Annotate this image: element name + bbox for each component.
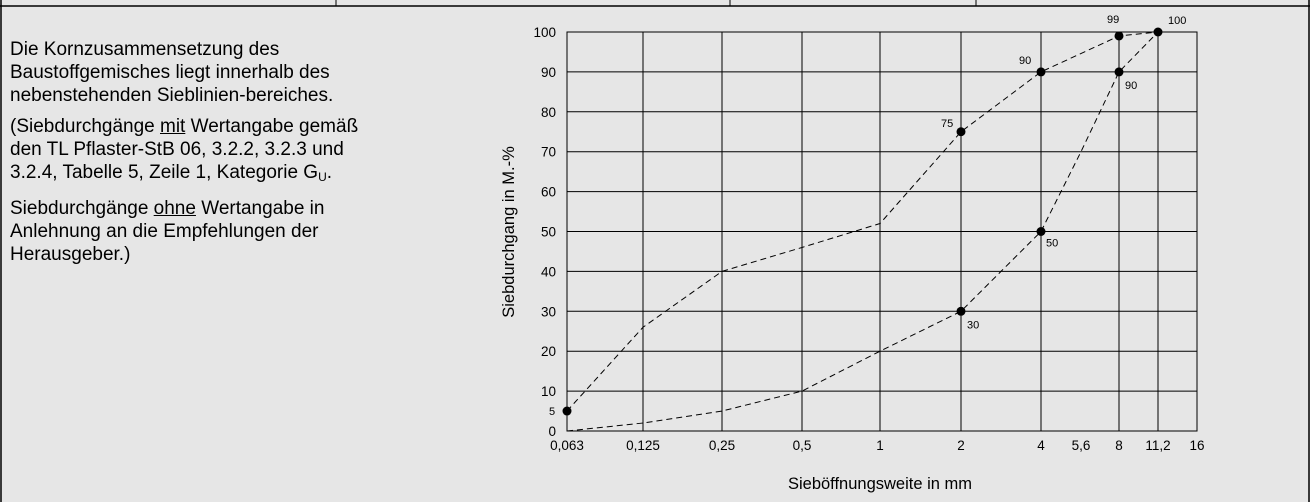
text-span: Wertangabe gemäß den TL Pflaster-StB 06,… [10, 116, 359, 183]
text-span: Wertangabe in Anlehnung an die Empfehlun… [10, 198, 325, 265]
y-tick-label: 50 [541, 225, 556, 240]
description-paragraph-2: (Siebdurchgänge mit Wertangabe gemäß den… [10, 115, 370, 189]
data-point [1114, 31, 1124, 41]
chart-ticks: 0 10 20 30 40 50 60 70 80 90 100 0,063 0,125 0,25 0,5 1… [533, 25, 1204, 453]
data-label: 50 [1046, 238, 1058, 250]
data-point [1114, 67, 1124, 77]
y-tick-label: 90 [541, 65, 556, 80]
text-span: Siebdurchgänge [10, 198, 154, 219]
data-point [1153, 27, 1163, 37]
y-tick-label: 0 [548, 424, 556, 439]
data-point [562, 406, 572, 416]
x-tick-label: 8 [1115, 438, 1123, 453]
data-label: 90 [1019, 55, 1031, 67]
y-tick-label: 70 [541, 145, 556, 160]
x-tick-label: 2 [957, 438, 965, 453]
chart-grid [566, 31, 1198, 432]
text-span: . [326, 162, 333, 183]
data-point [1036, 67, 1046, 77]
x-tick-label: 0,063 [550, 438, 584, 453]
data-label: 5 [549, 406, 555, 418]
description-text: Die Kornzusammensetzung des Baustoffgemi… [10, 38, 370, 274]
x-tick-label: 4 [1037, 438, 1045, 453]
y-tick-label: 40 [541, 264, 556, 279]
x-tick-label: 0,5 [793, 438, 812, 453]
description-paragraph-1: Die Kornzusammensetzung des Baustoffgemi… [10, 39, 334, 106]
subscript: U [318, 170, 327, 184]
data-label: 99 [1107, 14, 1119, 26]
grading-curve [566, 31, 1159, 412]
y-tick-label: 20 [541, 344, 556, 359]
data-point [1036, 227, 1046, 236]
data-label: 90 [1125, 80, 1137, 92]
data-point [956, 306, 966, 316]
y-tick-label: 60 [541, 185, 556, 200]
chart-curves [566, 31, 1159, 432]
data-label: 100 [1168, 15, 1186, 27]
y-axis-label: Siebdurchgang in M.-% [500, 146, 518, 318]
y-tick-label: 10 [541, 384, 556, 399]
underlined-word: ohne [153, 198, 196, 219]
y-tick-label: 30 [541, 304, 556, 319]
y-tick-label: 80 [541, 105, 556, 120]
x-axis-label: Sieböffnungsweite in mm [788, 475, 972, 493]
grading-curve [566, 31, 1159, 432]
x-tick-label: 1 [876, 438, 884, 453]
x-tick-label: 16 [1189, 438, 1204, 453]
underlined-word: mit [160, 116, 186, 137]
x-tick-label: 5,6 [1072, 438, 1091, 453]
text-span: (Siebdurchgänge [10, 116, 160, 137]
data-label: 75 [941, 118, 953, 130]
x-tick-label: 11,2 [1145, 438, 1170, 453]
y-tick-label: 100 [533, 25, 556, 40]
chart-points: 5 75 90 99 100 90 50 30 [549, 14, 1186, 418]
data-label: 30 [967, 319, 979, 331]
data-point [956, 127, 966, 137]
x-tick-label: 0,25 [709, 438, 735, 453]
x-tick-label: 0,125 [626, 438, 660, 453]
description-paragraph-3: Siebdurchgänge ohne Wertangabe in Anlehn… [10, 197, 370, 266]
